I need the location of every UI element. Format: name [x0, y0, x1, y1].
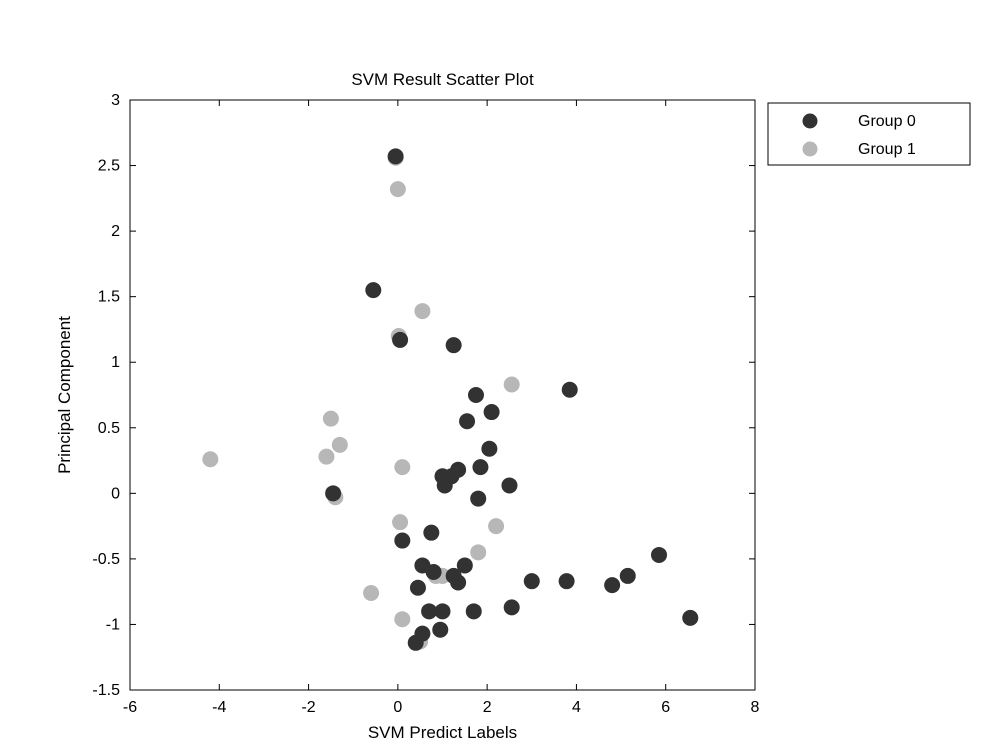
y-tick-label: 0 — [111, 485, 120, 502]
data-point — [504, 599, 520, 615]
data-point — [682, 610, 698, 626]
y-tick-label: 2.5 — [98, 158, 120, 175]
data-point — [332, 437, 348, 453]
x-tick-label: 0 — [393, 699, 402, 716]
data-point — [414, 626, 430, 642]
data-point — [410, 580, 426, 596]
x-tick-label: -2 — [301, 699, 315, 716]
chart-svg: -6 -4 -2 0 2 4 6 8 -1.5 -1 -0.5 0 0.5 1 1.5 2 2.5 3 SVM Re… — [0, 0, 1000, 754]
y-tick-label: -1 — [106, 616, 120, 633]
x-tick-label: 8 — [751, 699, 760, 716]
data-point — [501, 477, 517, 493]
data-point — [432, 622, 448, 638]
data-point — [202, 451, 218, 467]
data-point — [394, 533, 410, 549]
x-tick-label: 2 — [483, 699, 492, 716]
data-point — [604, 577, 620, 593]
x-tick-label: -6 — [123, 699, 137, 716]
data-point — [472, 459, 488, 475]
data-point — [426, 564, 442, 580]
y-tick-label: 2 — [111, 223, 120, 240]
data-point — [562, 382, 578, 398]
data-point — [488, 518, 504, 534]
scatter-chart: -6 -4 -2 0 2 4 6 8 -1.5 -1 -0.5 0 0.5 1 1.5 2 2.5 3 SVM Re… — [0, 0, 1000, 754]
legend-label: Group 0 — [858, 113, 916, 130]
data-point — [414, 303, 430, 319]
x-axis-label: SVM Predict Labels — [368, 723, 517, 742]
data-point — [450, 462, 466, 478]
data-point — [457, 557, 473, 573]
data-point — [651, 547, 667, 563]
data-point — [390, 181, 406, 197]
legend-marker — [803, 114, 818, 129]
data-point — [559, 573, 575, 589]
y-tick-label: 1 — [111, 354, 120, 371]
data-point — [388, 148, 404, 164]
y-tick-label: -0.5 — [92, 551, 120, 568]
legend-marker — [803, 142, 818, 157]
data-point — [504, 377, 520, 393]
data-point — [323, 411, 339, 427]
data-point — [481, 441, 497, 457]
data-point — [392, 332, 408, 348]
data-point — [446, 337, 462, 353]
x-tick-label: 6 — [661, 699, 670, 716]
y-tick-label: 1.5 — [98, 289, 120, 306]
data-point — [392, 514, 408, 530]
y-axis-label: Principal Component — [55, 316, 74, 474]
data-point — [394, 459, 410, 475]
data-point — [363, 585, 379, 601]
data-point — [394, 611, 410, 627]
plot-border — [130, 100, 755, 690]
data-point — [318, 449, 334, 465]
chart-title: SVM Result Scatter Plot — [351, 70, 534, 89]
data-point — [620, 568, 636, 584]
data-point — [459, 413, 475, 429]
data-point — [468, 387, 484, 403]
data-point — [484, 404, 500, 420]
data-point — [435, 603, 451, 619]
x-tick-label: 4 — [572, 699, 581, 716]
data-point — [423, 525, 439, 541]
y-tick-label: 0.5 — [98, 420, 120, 437]
legend-label: Group 1 — [858, 141, 916, 158]
y-tick-label: 3 — [111, 92, 120, 109]
data-point — [470, 491, 486, 507]
x-tick-label: -4 — [212, 699, 226, 716]
data-point — [325, 485, 341, 501]
data-point — [365, 282, 381, 298]
data-point — [524, 573, 540, 589]
data-point — [470, 544, 486, 560]
y-tick-label: -1.5 — [92, 682, 120, 699]
data-point — [466, 603, 482, 619]
